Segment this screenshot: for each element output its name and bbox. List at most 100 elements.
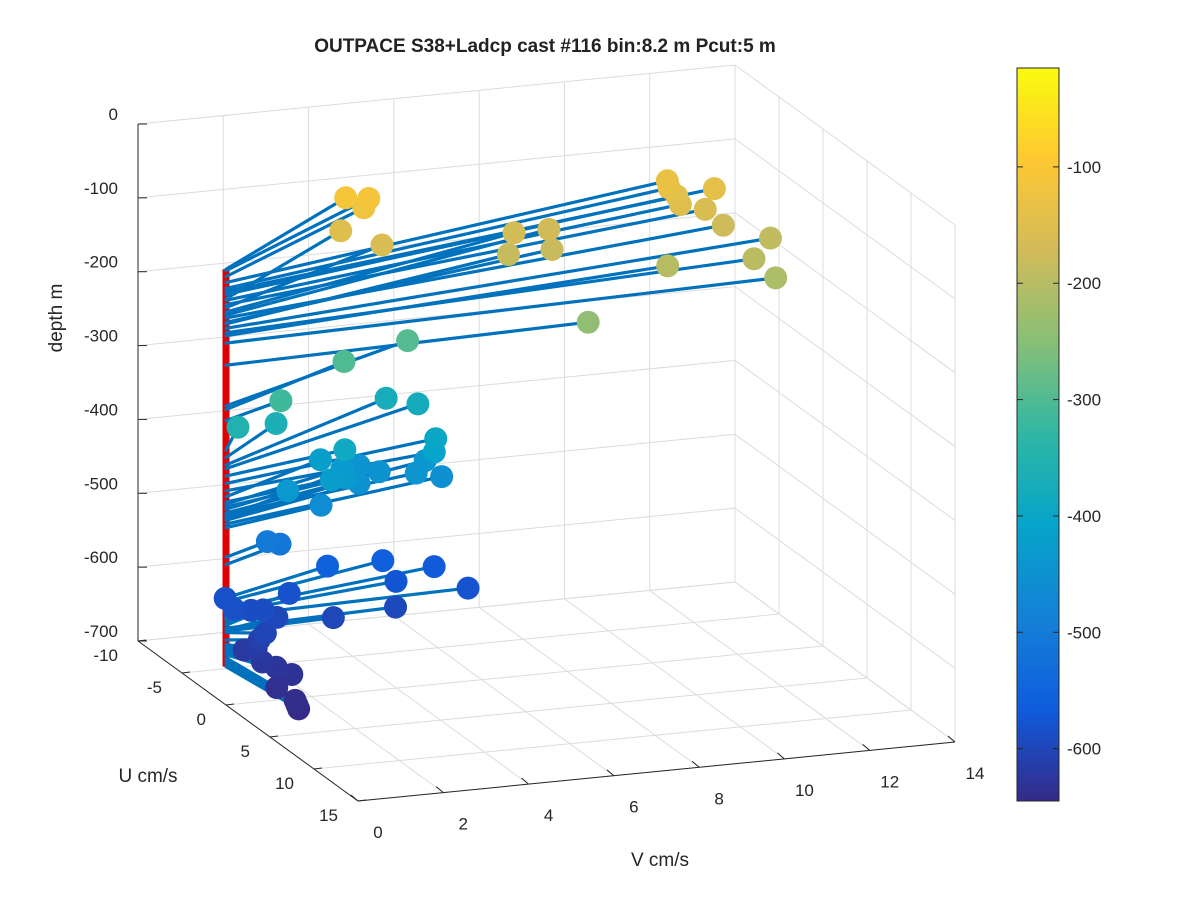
colorbar-tick-label: -600 (1067, 740, 1101, 759)
velocity-vector (224, 179, 669, 285)
data-point (496, 243, 520, 267)
data-point (357, 186, 381, 210)
gridline-z-side (734, 138, 956, 300)
y-tick-label: -5 (147, 678, 162, 697)
data-point (213, 586, 237, 610)
data-point (422, 555, 446, 579)
data-point (253, 621, 277, 645)
data-point (758, 226, 782, 250)
gridline-z-side (734, 507, 956, 669)
z-tick-label: -600 (84, 548, 118, 567)
colorbar-tick-label: -100 (1067, 158, 1101, 177)
y-tick-label: 10 (275, 774, 294, 793)
data-point (283, 688, 307, 712)
y-tick-label: -10 (93, 646, 118, 665)
axes-ticks: 0 -100 -200 -300 -400 -500 -600 -700 -10 -5 0 5 10 15… (84, 105, 984, 842)
y-tick-mark (357, 799, 367, 802)
z-tick-label: -400 (84, 400, 118, 419)
x-tick-mark (435, 786, 444, 793)
data-point (693, 197, 717, 221)
data-point (319, 468, 343, 492)
gridline-z-back (137, 507, 736, 568)
data-point (334, 186, 358, 210)
data-point (424, 427, 448, 451)
gridline-z-side (734, 286, 956, 447)
velocity-vector (224, 202, 682, 302)
velocity-vector (224, 264, 670, 338)
data-point (264, 412, 288, 436)
data-point (406, 392, 430, 416)
data-point (321, 606, 345, 630)
data-point (576, 310, 600, 334)
data-point (702, 177, 726, 201)
y-tick-mark (181, 671, 191, 674)
x-tick-label: 2 (459, 815, 468, 834)
x-tick-label: 6 (629, 798, 638, 817)
velocity-vector (224, 396, 388, 467)
velocity-vector (224, 236, 773, 330)
velocity-vector (224, 339, 410, 408)
x-tick-label: 8 (714, 789, 723, 808)
x-tick-mark (777, 752, 785, 760)
y-tick-mark (313, 767, 323, 770)
velocity-vector (224, 276, 778, 345)
z-tick-label: -300 (84, 327, 118, 346)
data-points (213, 169, 788, 721)
velocity-vector (224, 559, 385, 604)
x-tick-mark (947, 735, 956, 743)
chart-title: OUTPACE S38+Ladcp cast #116 bin:8.2 m Pc… (314, 36, 776, 57)
data-point (655, 169, 679, 193)
data-point (308, 448, 332, 472)
x-tick-label: 14 (966, 764, 985, 783)
data-point (374, 386, 398, 410)
gridline-z-side (734, 433, 956, 595)
gridline-v-floor (478, 606, 700, 768)
x-tick-label: 12 (880, 772, 899, 791)
data-point (255, 530, 279, 554)
data-point (226, 415, 250, 439)
velocity-vector (224, 402, 420, 471)
colorbar-tick-label: -300 (1067, 391, 1101, 410)
colorbar: -100 -200 -300 -400 -500 -600 (1016, 67, 1101, 802)
y-tick-label: 0 (197, 710, 206, 729)
y-tick-mark (225, 703, 235, 706)
gridline-v-floor (308, 623, 529, 785)
data-point (276, 479, 300, 503)
velocity-vector (224, 227, 551, 317)
colorbar-gradient (1016, 67, 1060, 802)
data-point (371, 549, 395, 573)
data-point (502, 221, 526, 245)
data-point (540, 237, 564, 261)
z-tick-label: -500 (84, 474, 118, 493)
gridline-u-floor (313, 709, 912, 770)
data-point (396, 329, 420, 353)
data-point (333, 438, 357, 462)
gridline-z-back (137, 138, 736, 199)
velocity-vector (224, 605, 398, 630)
gridline-z-back (137, 64, 736, 125)
data-point (742, 247, 766, 271)
data-point (269, 389, 293, 413)
velocity-vector (224, 187, 716, 293)
gridline-z-back (137, 359, 736, 420)
velocity-vector (224, 474, 444, 526)
data-point (430, 465, 454, 489)
x-axis-label: V cm/s (631, 850, 689, 871)
gridline-z-side (734, 360, 956, 521)
velocity-vector (224, 458, 323, 499)
data-point (711, 213, 735, 237)
data-point (656, 254, 680, 278)
x-tick-label: 4 (544, 806, 553, 825)
x-tick-mark (350, 794, 359, 802)
z-tick-label: 0 (109, 105, 118, 124)
z-tick-label: -200 (84, 253, 118, 272)
x-tick-label: 10 (795, 781, 814, 800)
data-point (329, 219, 353, 243)
gridline-z-back (137, 433, 736, 494)
data-point (456, 576, 480, 600)
data-point (309, 493, 333, 517)
velocity-vector (224, 206, 366, 279)
z-tick-label: -700 (84, 622, 118, 641)
gridline-v-floor (564, 598, 785, 760)
